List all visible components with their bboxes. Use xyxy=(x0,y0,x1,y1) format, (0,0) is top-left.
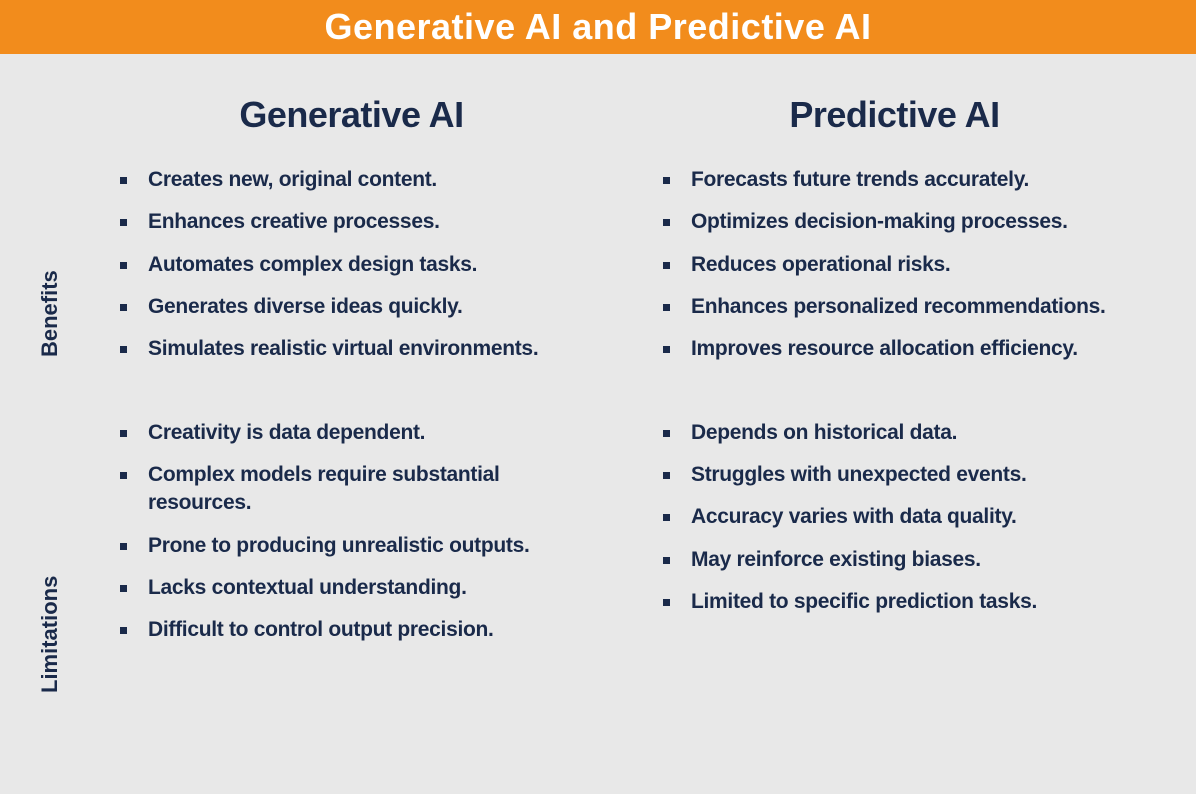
row-labels-column: Benefits Limitations xyxy=(30,94,70,764)
list-item: Prone to producing unrealistic outputs. xyxy=(120,532,603,560)
predictive-benefits-section: Forecasts future trends accurately. Opti… xyxy=(643,166,1146,364)
list-item: Lacks contextual understanding. xyxy=(120,574,603,602)
list-item: Forecasts future trends accurately. xyxy=(663,166,1146,194)
predictive-limitations-section: Depends on historical data. Struggles wi… xyxy=(643,419,1146,617)
list-item: Reduces operational risks. xyxy=(663,251,1146,279)
list-item: Creates new, original content. xyxy=(120,166,603,194)
content-area: Benefits Limitations Generative AI Creat… xyxy=(0,54,1196,794)
list-item: Enhances personalized recommendations. xyxy=(663,293,1146,321)
generative-benefits-section: Creates new, original content. Enhances … xyxy=(100,166,603,364)
predictive-limitations-list: Depends on historical data. Struggles wi… xyxy=(643,419,1146,617)
predictive-column: Predictive AI Forecasts future trends ac… xyxy=(623,94,1166,764)
list-item: Difficult to control output precision. xyxy=(120,616,603,644)
predictive-benefits-list: Forecasts future trends accurately. Opti… xyxy=(643,166,1146,364)
list-item: Optimizes decision-making processes. xyxy=(663,208,1146,236)
generative-benefits-list: Creates new, original content. Enhances … xyxy=(100,166,603,364)
list-item: Accuracy varies with data quality. xyxy=(663,503,1146,531)
generative-limitations-section: Creativity is data dependent. Complex mo… xyxy=(100,419,603,645)
list-item: Struggles with unexpected events. xyxy=(663,461,1146,489)
page-title: Generative AI and Predictive AI xyxy=(0,0,1196,54)
list-item: May reinforce existing biases. xyxy=(663,546,1146,574)
benefits-label: Benefits xyxy=(30,164,70,464)
list-item: Enhances creative processes. xyxy=(120,208,603,236)
generative-title: Generative AI xyxy=(100,94,603,136)
list-item: Complex models require substantial resou… xyxy=(120,461,603,518)
list-item: Limited to specific prediction tasks. xyxy=(663,588,1146,616)
list-item: Automates complex design tasks. xyxy=(120,251,603,279)
list-item: Depends on historical data. xyxy=(663,419,1146,447)
predictive-title: Predictive AI xyxy=(643,94,1146,136)
columns-wrapper: Generative AI Creates new, original cont… xyxy=(80,94,1166,764)
limitations-label: Limitations xyxy=(30,504,70,764)
list-item: Improves resource allocation efficiency. xyxy=(663,335,1146,363)
list-item: Generates diverse ideas quickly. xyxy=(120,293,603,321)
list-item: Creativity is data dependent. xyxy=(120,419,603,447)
generative-column: Generative AI Creates new, original cont… xyxy=(80,94,623,764)
generative-limitations-list: Creativity is data dependent. Complex mo… xyxy=(100,419,603,645)
list-item: Simulates realistic virtual environments… xyxy=(120,335,603,363)
